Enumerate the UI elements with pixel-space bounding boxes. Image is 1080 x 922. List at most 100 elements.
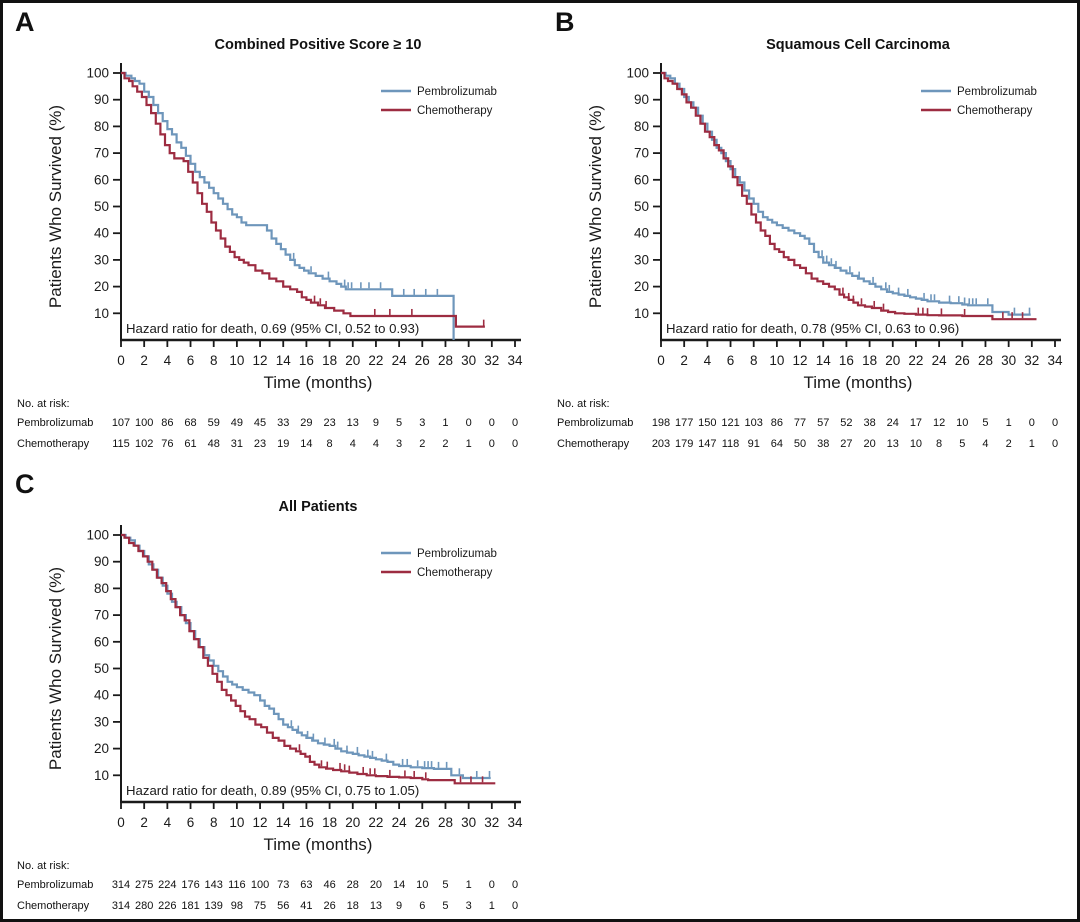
risk-count: 24 xyxy=(886,417,899,429)
x-tick-label: 20 xyxy=(345,353,360,368)
risk-count: 0 xyxy=(1028,417,1035,429)
x-tick-label: 30 xyxy=(461,815,476,830)
x-tick-label: 2 xyxy=(140,815,148,830)
risk-count: 2 xyxy=(1005,438,1012,450)
panel-letter-c: C xyxy=(15,469,35,499)
risk-row-label: Pembrolizumab xyxy=(17,417,94,429)
risk-count: 76 xyxy=(161,438,174,450)
risk-count: 100 xyxy=(134,417,154,429)
risk-count: 314 xyxy=(111,900,131,912)
risk-count: 91 xyxy=(747,438,760,450)
legend-label-chemotherapy: Chemotherapy xyxy=(417,105,493,117)
risk-table-header: No. at risk: xyxy=(17,860,70,872)
y-tick-label: 10 xyxy=(94,768,109,783)
x-tick-label: 0 xyxy=(657,353,665,368)
risk-count: 46 xyxy=(323,879,336,891)
risk-count: 177 xyxy=(674,417,694,429)
risk-count: 49 xyxy=(230,417,243,429)
km-curve-chemotherapy xyxy=(661,71,1037,321)
risk-count: 52 xyxy=(840,417,853,429)
x-tick-label: 16 xyxy=(299,353,314,368)
y-tick-label: 70 xyxy=(634,146,649,161)
y-tick-label: 60 xyxy=(94,172,109,187)
km-curve-pembrolizumab xyxy=(661,71,1031,316)
risk-count: 5 xyxy=(442,900,449,912)
risk-count: 2 xyxy=(419,438,426,450)
x-tick-label: 6 xyxy=(727,353,735,368)
risk-row-label: Pembrolizumab xyxy=(557,417,634,429)
y-tick-label: 90 xyxy=(94,554,109,569)
x-tick-label: 32 xyxy=(484,815,499,830)
risk-count: 275 xyxy=(134,879,154,891)
risk-row-chemotherapy: Chemotherapy 203 179 147 118 91 64 50 38 27 20 13 10… xyxy=(543,438,1077,452)
x-tick-label: 12 xyxy=(253,815,268,830)
y-tick-label: 30 xyxy=(634,252,649,267)
risk-count: 5 xyxy=(982,417,989,429)
risk-count: 0 xyxy=(465,417,472,429)
y-tick-label: 60 xyxy=(634,172,649,187)
risk-table-header: No. at risk: xyxy=(557,398,610,410)
risk-count: 28 xyxy=(346,879,359,891)
risk-count: 77 xyxy=(793,417,807,429)
x-tick-label: 18 xyxy=(322,815,337,830)
risk-count: 1 xyxy=(488,900,495,912)
risk-count: 118 xyxy=(721,438,740,450)
risk-count: 103 xyxy=(744,417,763,429)
risk-count: 0 xyxy=(1051,417,1059,429)
x-tick-label: 8 xyxy=(210,815,218,830)
y-tick-label: 40 xyxy=(94,688,109,703)
y-tick-label: 70 xyxy=(94,146,109,161)
x-tick-label: 18 xyxy=(322,353,337,368)
risk-count: 226 xyxy=(158,900,177,912)
risk-count: 10 xyxy=(956,417,969,429)
risk-count: 150 xyxy=(698,417,717,429)
y-tick-label: 80 xyxy=(94,581,109,596)
risk-row-label: Chemotherapy xyxy=(557,438,630,450)
x-tick-label: 12 xyxy=(253,353,268,368)
risk-count: 139 xyxy=(204,900,223,912)
y-tick-label: 20 xyxy=(634,279,649,294)
risk-count: 10 xyxy=(416,879,429,891)
risk-count: 23 xyxy=(253,438,267,450)
risk-count: 5 xyxy=(959,438,966,450)
risk-count: 48 xyxy=(207,438,220,450)
risk-table-a: No. at risk: Pembrolizumab 107 100 86 68 59 49… xyxy=(3,396,543,460)
risk-count: 0 xyxy=(488,438,495,450)
risk-count: 107 xyxy=(111,417,131,429)
y-tick-label: 40 xyxy=(634,226,649,241)
risk-count: 68 xyxy=(184,417,197,429)
y-tick-label: 100 xyxy=(626,66,649,81)
x-tick-label: 34 xyxy=(507,815,523,830)
risk-count: 50 xyxy=(793,438,807,450)
risk-count: 19 xyxy=(277,438,290,450)
x-tick-label: 2 xyxy=(680,353,688,368)
panel-c-title: All Patients xyxy=(278,499,358,515)
y-tick-label: 10 xyxy=(634,306,649,321)
y-axis-label: Patients Who Survived (%) xyxy=(586,105,605,308)
risk-count: 12 xyxy=(932,417,946,429)
risk-count: 0 xyxy=(511,900,519,912)
risk-count: 1 xyxy=(1028,438,1035,450)
risk-count: 33 xyxy=(277,417,290,429)
risk-count: 4 xyxy=(349,438,356,450)
risk-row-pembrolizumab: Pembrolizumab 107 100 86 68 59 49 45 33 29 23 13 9 5 3… xyxy=(3,417,543,431)
risk-count: 115 xyxy=(112,438,130,450)
risk-count: 26 xyxy=(323,900,336,912)
hazard-ratio-annotation: Hazard ratio for death, 0.89 (95% CI, 0.… xyxy=(126,783,419,798)
risk-count: 100 xyxy=(250,879,270,891)
risk-count: 203 xyxy=(651,438,671,450)
x-tick-label: 14 xyxy=(276,353,292,368)
risk-count: 75 xyxy=(253,900,267,912)
y-tick-label: 50 xyxy=(634,199,649,214)
x-tick-label: 26 xyxy=(415,353,430,368)
risk-row-label: Pembrolizumab xyxy=(17,879,94,891)
x-tick-label: 28 xyxy=(438,815,453,830)
risk-count: 61 xyxy=(184,438,197,450)
risk-row-pembrolizumab: Pembrolizumab 314 275 224 176 143 116 100 73 63 46… xyxy=(3,879,543,893)
risk-count: 23 xyxy=(323,417,336,429)
y-tick-label: 50 xyxy=(94,199,109,214)
risk-count: 224 xyxy=(158,879,177,891)
x-tick-label: 18 xyxy=(862,353,877,368)
risk-count: 4 xyxy=(372,438,379,450)
